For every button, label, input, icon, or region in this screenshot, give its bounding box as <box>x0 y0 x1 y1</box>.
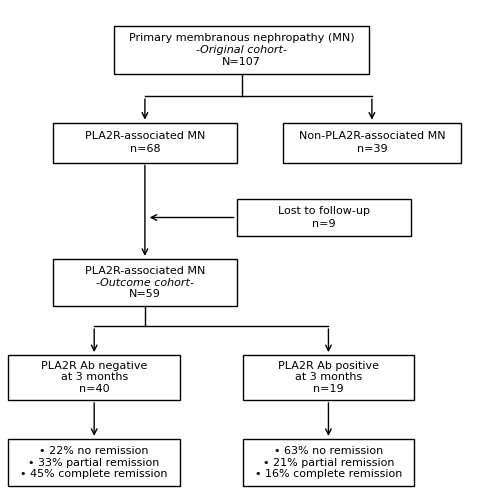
Text: Lost to follow-up: Lost to follow-up <box>278 206 369 216</box>
Text: • 21% partial remission: • 21% partial remission <box>263 458 394 468</box>
FancyBboxPatch shape <box>53 122 237 162</box>
Text: Primary membranous nephropathy (MN): Primary membranous nephropathy (MN) <box>128 33 355 43</box>
FancyBboxPatch shape <box>243 355 414 400</box>
Text: • 33% partial remission: • 33% partial remission <box>28 458 160 468</box>
Text: • 63% no remission: • 63% no remission <box>274 446 383 456</box>
Text: n=39: n=39 <box>356 144 387 154</box>
Text: -Outcome cohort-: -Outcome cohort- <box>96 278 194 287</box>
FancyBboxPatch shape <box>9 355 180 400</box>
Text: PLA2R-associated MN: PLA2R-associated MN <box>85 131 205 141</box>
FancyBboxPatch shape <box>237 199 411 236</box>
Text: n=9: n=9 <box>312 219 335 229</box>
Text: N=59: N=59 <box>129 290 161 300</box>
Text: N=107: N=107 <box>222 57 261 67</box>
Text: n=40: n=40 <box>79 384 110 394</box>
FancyBboxPatch shape <box>9 439 180 486</box>
Text: n=68: n=68 <box>129 144 160 154</box>
Text: Non-PLA2R-associated MN: Non-PLA2R-associated MN <box>298 131 445 141</box>
FancyBboxPatch shape <box>243 439 414 486</box>
FancyBboxPatch shape <box>283 122 461 162</box>
FancyBboxPatch shape <box>53 259 237 306</box>
Text: at 3 months: at 3 months <box>295 372 362 382</box>
FancyBboxPatch shape <box>114 26 369 74</box>
Text: • 45% complete remission: • 45% complete remission <box>20 470 168 480</box>
Text: PLA2R Ab negative: PLA2R Ab negative <box>41 361 147 371</box>
Text: -Original cohort-: -Original cohort- <box>196 45 287 55</box>
Text: at 3 months: at 3 months <box>60 372 128 382</box>
Text: n=19: n=19 <box>313 384 344 394</box>
Text: PLA2R-associated MN: PLA2R-associated MN <box>85 266 205 276</box>
Text: • 16% complete remission: • 16% complete remission <box>255 470 402 480</box>
Text: PLA2R Ab positive: PLA2R Ab positive <box>278 361 379 371</box>
Text: • 22% no remission: • 22% no remission <box>40 446 149 456</box>
